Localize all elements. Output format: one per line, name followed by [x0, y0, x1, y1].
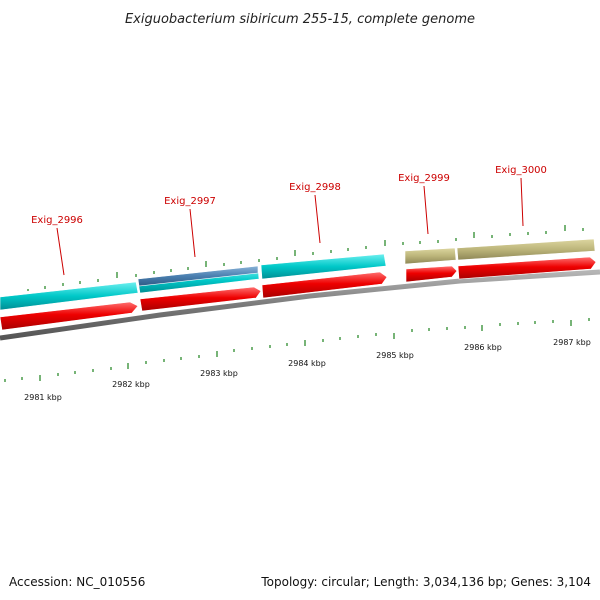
red-arrow-2[interactable] [139, 286, 262, 312]
feature-exig-3000-olive[interactable] [456, 238, 596, 261]
upper-tick-row [27, 225, 584, 291]
map-title: Exiguobacterium sibiricum 255-15, comple… [125, 12, 475, 27]
red-arrow-5[interactable] [457, 256, 597, 280]
red-arrow-1[interactable] [0, 301, 139, 331]
gene-label-exig-2996[interactable]: Exig_2996 [31, 215, 83, 226]
red-arrow-3[interactable] [261, 271, 388, 299]
blue-feature-exig-2997[interactable] [137, 265, 259, 287]
gene-label-exig-2999[interactable]: Exig_2999 [398, 173, 450, 184]
red-arrow-features [0, 256, 597, 331]
kbp-label: 2982 kbp [112, 380, 150, 389]
gene-label-exig-3000[interactable]: Exig_3000 [495, 165, 547, 176]
gene-labels: Exig_2996 Exig_2997 Exig_2998 Exig_2999 … [31, 165, 547, 226]
gene-label-leaders [56, 177, 524, 276]
kbp-label: 2987 kbp [553, 338, 591, 347]
topology-text: Topology: circular; Length: 3,034,136 bp… [261, 575, 591, 589]
kbp-label: 2985 kbp [376, 351, 414, 360]
accession-text: Accession: NC_010556 [9, 575, 146, 589]
genome-backbone [0, 269, 600, 341]
gene-label-exig-2997[interactable]: Exig_2997 [164, 196, 216, 207]
red-arrow-4[interactable] [405, 265, 458, 283]
cds-feature-exig-2998[interactable] [260, 253, 387, 280]
cds-feature-exig-2996[interactable] [0, 281, 139, 311]
kbp-labels: 2981 kbp 2982 kbp 2983 kbp 2984 kbp 2985… [24, 338, 591, 402]
kbp-label: 2983 kbp [200, 369, 238, 378]
gene-label-exig-2998[interactable]: Exig_2998 [289, 182, 341, 193]
lower-tick-row [4, 318, 590, 382]
kbp-label: 2984 kbp [288, 359, 326, 368]
feature-exig-2999-olive[interactable] [404, 247, 457, 265]
kbp-label: 2981 kbp [24, 393, 62, 402]
forward-strand-features [0, 238, 596, 311]
kbp-label: 2986 kbp [464, 343, 502, 352]
